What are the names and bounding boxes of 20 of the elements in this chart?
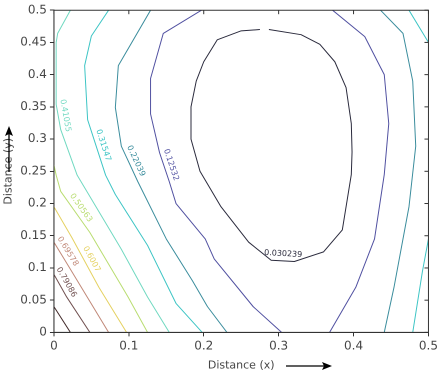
y-tick-label: 0.45 — [20, 34, 47, 49]
y-tick-label: 0.05 — [20, 292, 47, 306]
y-tick-label: 0.35 — [20, 98, 47, 113]
x-tick-label: 0.3 — [269, 338, 288, 353]
x-tick-label: 0 — [50, 338, 58, 353]
x-tick-label: 0.4 — [344, 338, 364, 353]
y-tick-label: 0.25 — [20, 163, 47, 178]
x-tick-label: 0.5 — [418, 338, 438, 353]
y-tick-label: 0.5 — [28, 2, 47, 16]
y-tick-label: 0.4 — [28, 66, 47, 81]
series-label: 0.030239 — [264, 248, 302, 260]
y-tick-label: 0.1 — [28, 260, 47, 274]
y-tick-label: 0.3 — [28, 131, 47, 146]
x-axis-title: Distance (x) — [208, 358, 275, 372]
x-tick-label: 0.2 — [194, 338, 214, 353]
text: 0.41055 — [58, 98, 74, 133]
x-tick-label: 0.1 — [119, 338, 138, 353]
y-tick-label: 0.15 — [20, 228, 47, 242]
y-tick-label: 0.2 — [28, 196, 47, 210]
y-tick-label: 0 — [39, 324, 47, 339]
